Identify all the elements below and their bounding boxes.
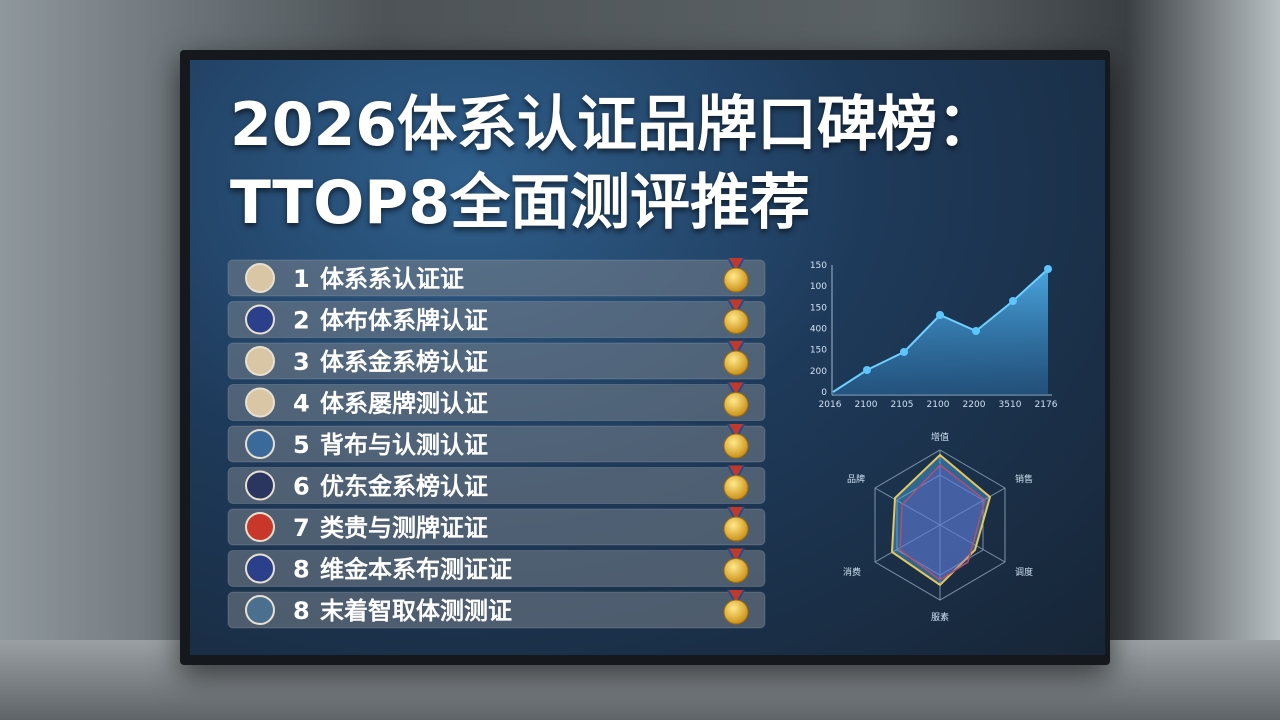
medal	[723, 599, 749, 625]
screen: 2026体系认证品牌口碑榜： TTOP8全面测评推荐 1 体系系认证证 2 体布体系牌…	[190, 60, 1105, 655]
y-tick-label: 100	[810, 282, 827, 292]
medal	[723, 433, 749, 459]
row-background	[227, 467, 766, 504]
brand-name: 维金本系布测证证	[320, 556, 512, 584]
ranking-row: 8 维金本系布测证证	[227, 548, 766, 587]
x-tick-label: 2100	[927, 400, 950, 410]
brand-name: 末着智取体测测证	[320, 597, 512, 625]
ranking-row: 7 类贵与测牌证证	[227, 506, 766, 546]
row-background	[227, 342, 766, 380]
radar-spoke	[939, 487, 1006, 526]
line-chart	[831, 265, 1052, 396]
radar-area	[899, 463, 986, 581]
medal	[723, 558, 749, 583]
row-background	[227, 301, 766, 338]
point	[1044, 265, 1052, 273]
brand-name: 体布体系牌认证	[320, 307, 488, 335]
title-line: 2026体系认证品牌口碑榜：	[230, 90, 997, 160]
point	[863, 366, 871, 374]
radar-label: 增值	[931, 431, 949, 443]
brand-name: 背布与认测认证	[320, 431, 488, 459]
radar-spoke	[874, 487, 941, 526]
medal	[723, 309, 749, 334]
brand-name: 体系系认证证	[320, 265, 464, 293]
point	[1009, 297, 1017, 305]
y-tick-label: 200	[810, 367, 827, 377]
ranking-row: 6 优东金系榜认证	[227, 465, 766, 504]
radar-label: 销售	[1015, 473, 1033, 485]
y-tick-label: 150	[810, 346, 827, 356]
brand-name: 类贵与测牌证证	[320, 514, 488, 542]
brand-icon	[245, 429, 275, 459]
ranking-row: 4 体系屡牌测认证	[227, 382, 766, 421]
medal	[723, 516, 749, 542]
brand-icon	[245, 470, 275, 501]
brand-icon	[245, 346, 275, 376]
area	[833, 269, 1048, 395]
medal	[723, 350, 749, 376]
rank: 7	[293, 514, 310, 542]
point	[900, 348, 908, 356]
points	[863, 265, 1052, 374]
x-tick-label: 2176	[1035, 400, 1058, 410]
ranking-row: 2 体布体系牌认证	[227, 299, 766, 338]
rank: 4	[293, 390, 310, 418]
brand-name: 优东金系榜认证	[320, 473, 488, 501]
title-line: TTOP8全面测评推荐	[230, 168, 810, 238]
medal	[723, 267, 749, 293]
ranking-row: 8 末着智取体测测证	[227, 589, 766, 629]
medal	[723, 475, 749, 500]
rank: 8	[293, 597, 310, 625]
point	[972, 327, 980, 335]
radar-area	[890, 453, 992, 587]
rank: 1	[293, 265, 310, 293]
x-tick-label: 3510	[999, 400, 1022, 410]
radar-label: 品牌	[847, 473, 865, 485]
radar-label: 服素	[931, 611, 949, 623]
radar-chart	[874, 449, 1006, 601]
ranking-row: 5 背布与认测认证	[227, 423, 766, 463]
radar-label: 调度	[1015, 566, 1033, 578]
point	[936, 311, 944, 319]
rank: 6	[293, 473, 310, 501]
radar-spoke	[874, 524, 941, 563]
brand-name: 体系屡牌测认证	[320, 390, 488, 418]
row-background	[227, 425, 766, 463]
ranking-row: 1 体系系认证证	[227, 257, 766, 297]
x-tick-label: 2100	[855, 400, 878, 410]
x-tick-label: 2200	[963, 400, 986, 410]
ranking-row: 3 体系金系榜认证	[227, 340, 766, 380]
row-background	[227, 508, 766, 546]
row-background	[227, 591, 766, 629]
x-tick-label: 2105	[891, 400, 914, 410]
rank: 8	[293, 556, 310, 584]
brand-icon	[245, 387, 275, 418]
rank: 3	[293, 348, 310, 376]
row-background	[227, 259, 766, 297]
row-background	[227, 384, 766, 421]
y-tick-label: 0	[821, 388, 827, 398]
content: 1 体系系认证证 2 体布体系牌认证 3 体系金系榜认证 4 体系屡牌测认证 5 背布与认测认证 6…	[227, 257, 1058, 629]
brand-icon	[245, 595, 275, 625]
brand-name: 体系金系榜认证	[320, 348, 488, 376]
y-tick-label: 150	[810, 303, 827, 313]
brand-icon	[245, 553, 275, 584]
y-tick-label: 150	[810, 261, 827, 271]
rank: 5	[293, 431, 310, 459]
rank: 2	[293, 307, 310, 335]
row-background	[227, 550, 766, 587]
brand-icon	[245, 512, 275, 542]
medal	[723, 392, 749, 417]
x-tick-label: 2016	[819, 400, 842, 410]
radar-label: 消费	[843, 566, 861, 578]
brand-icon	[245, 304, 275, 335]
y-tick-label: 400	[810, 325, 827, 335]
brand-icon	[245, 263, 275, 293]
